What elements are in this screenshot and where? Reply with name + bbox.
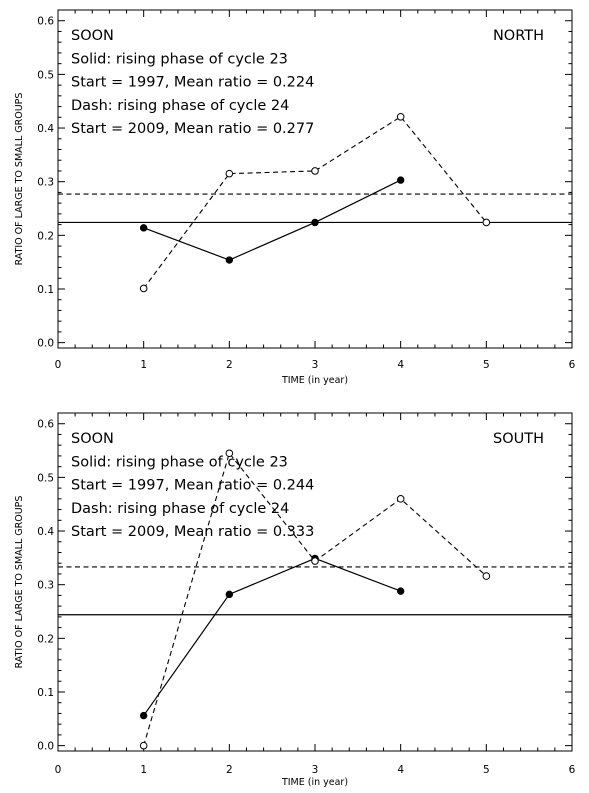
data-point-open: [139, 741, 148, 750]
top-chart-panel: 0 1 2 3 4 5 6 0.0 0.1 0.2 0.3 0.4 0.5 0.6 TIME (in yea…: [14, 9, 576, 386]
data-point-open: [225, 169, 234, 178]
annotation-source: SOON: [71, 431, 114, 447]
data-point-open: [396, 112, 405, 121]
x-tick-label: 0: [55, 359, 62, 371]
x-tick-label: 6: [569, 764, 576, 776]
x-tick-label: 3: [312, 764, 319, 776]
y-axis-label: RATIO OF LARGE TO SMALL GROUPS: [14, 93, 25, 266]
data-point-filled: [396, 587, 405, 595]
x-tick-label: 5: [483, 359, 490, 371]
annotation-solid-desc: Solid: rising phase of cycle 23: [71, 51, 288, 67]
data-point-open: [311, 557, 319, 565]
data-point-open: [225, 449, 234, 458]
annotation-dash-desc: Dash: rising phase of cycle 24: [71, 501, 289, 517]
annotation-source: SOON: [71, 28, 114, 44]
y-tick-label: 0.4: [37, 123, 54, 135]
x-axis-label: TIME (in year): [281, 777, 348, 788]
data-point-open: [139, 284, 148, 293]
x-tick-label: 0: [55, 764, 62, 776]
x-tick-label: 4: [397, 764, 404, 776]
x-tick-label: 5: [483, 764, 490, 776]
annotation-solid-start: Start = 1997, Mean ratio = 0.244: [71, 478, 314, 494]
y-tick-label: 0.3: [37, 580, 54, 592]
annotation-solid-start: Start = 1997, Mean ratio = 0.224: [71, 75, 314, 91]
annotation-hemisphere: SOUTH: [493, 431, 544, 447]
x-tick-label: 4: [397, 359, 404, 371]
series-line-dashed: [143, 116, 487, 289]
y-tick-label: 0.2: [37, 633, 54, 645]
data-point-open: [482, 572, 491, 580]
data-point-open: [482, 218, 491, 227]
series-line-solid: [143, 557, 401, 716]
x-tick-label: 2: [226, 359, 233, 371]
data-point-filled: [396, 176, 405, 184]
y-tick-label: 0.3: [37, 177, 54, 189]
y-tick-label: 0.1: [37, 687, 54, 699]
y-tick-label: 0.1: [37, 284, 54, 296]
y-tick-label: 0.4: [37, 526, 54, 538]
x-tick-label: 1: [140, 764, 147, 776]
bottom-chart-panel: 0 1 2 3 4 5 6 0.0 0.1 0.2 0.3 0.4 0.5 0.6 TIME (in yea…: [14, 412, 576, 788]
annotation-hemisphere: NORTH: [493, 28, 544, 44]
series-line-solid: [143, 179, 401, 261]
data-point-filled: [311, 218, 319, 227]
x-tick-label: 1: [140, 359, 147, 371]
series-line-dashed: [143, 452, 487, 746]
data-point-open: [311, 167, 319, 175]
x-axis-label: TIME (in year): [281, 375, 348, 386]
x-tick-label: 3: [312, 359, 319, 371]
y-tick-label: 0.5: [37, 472, 54, 484]
data-point-filled: [139, 711, 148, 720]
y-tick-label: 0.0: [37, 338, 54, 350]
data-point-filled: [139, 224, 148, 232]
x-tick-label: 6: [569, 359, 576, 371]
annotation-dash-desc: Dash: rising phase of cycle 24: [71, 98, 289, 114]
x-tick-label: 2: [226, 764, 233, 776]
y-tick-label: 0.5: [37, 69, 54, 81]
annotation-solid-desc: Solid: rising phase of cycle 23: [71, 454, 288, 470]
y-tick-label: 0.6: [37, 16, 54, 28]
y-tick-label: 0.6: [37, 419, 54, 431]
data-point-open: [396, 495, 405, 503]
y-tick-label: 0.2: [37, 230, 54, 242]
data-point-filled: [225, 590, 234, 599]
annotation-dash-start: Start = 2009, Mean ratio = 0.333: [71, 524, 314, 540]
annotation-dash-start: Start = 2009, Mean ratio = 0.277: [71, 121, 314, 137]
y-axis-label: RATIO OF LARGE TO SMALL GROUPS: [14, 496, 25, 669]
data-point-filled: [225, 256, 234, 264]
y-tick-label: 0.0: [37, 741, 54, 753]
